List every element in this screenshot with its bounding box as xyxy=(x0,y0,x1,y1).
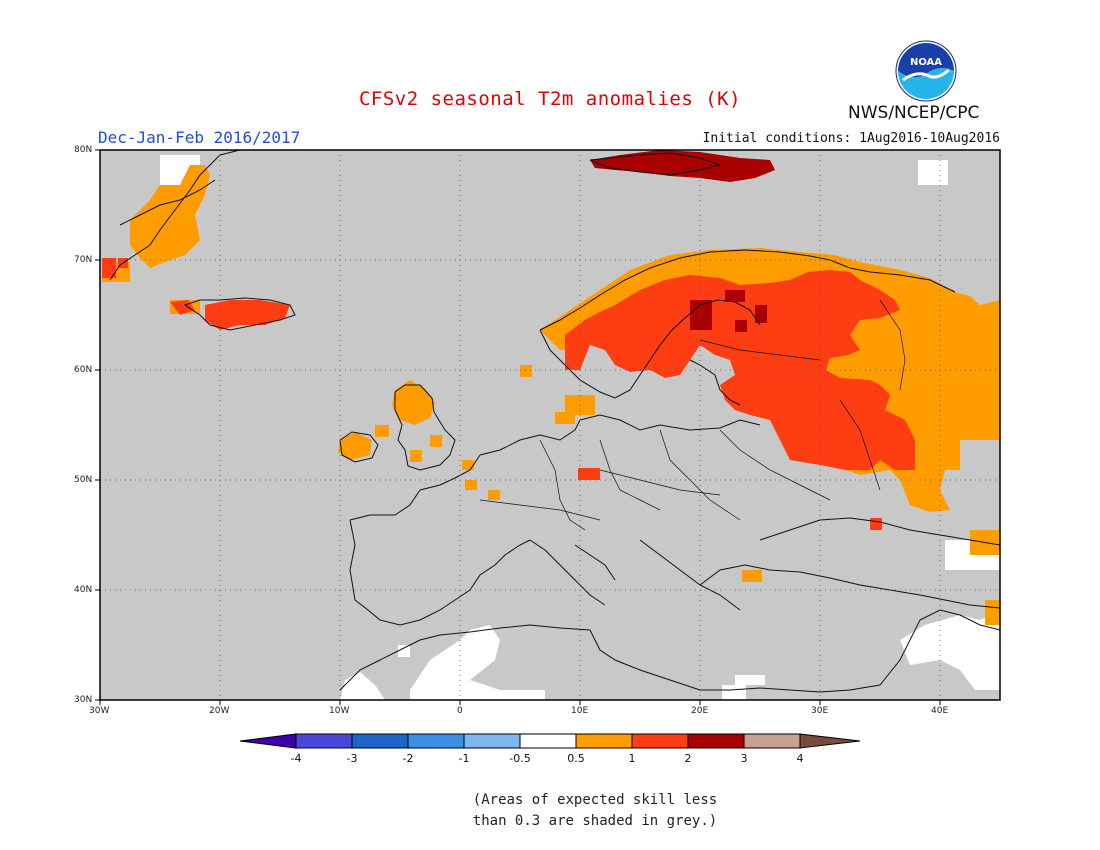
colorbar-bin xyxy=(464,734,520,748)
colorbar-bin xyxy=(352,734,408,748)
lat-tick-label: 30N xyxy=(74,695,92,705)
colorbar-label: -3 xyxy=(347,752,358,765)
lon-tick-label: 20W xyxy=(209,706,229,716)
colorbar xyxy=(240,734,860,748)
colorbar-label: 4 xyxy=(797,752,804,765)
colorbar-label: 3 xyxy=(741,752,748,765)
lon-tick-label: 30E xyxy=(811,706,828,716)
lon-tick-label: 40E xyxy=(931,706,948,716)
colorbar-bin xyxy=(632,734,688,748)
colorbar-bin xyxy=(296,734,352,748)
colorbar-bin xyxy=(744,734,800,748)
skill-footnote-line-2: than 0.3 are shaded in grey.) xyxy=(0,813,1100,829)
colorbar-label: -4 xyxy=(291,752,302,765)
colorbar-label: -2 xyxy=(403,752,414,765)
colorbar-bin xyxy=(520,734,576,748)
lat-tick-label: 70N xyxy=(74,255,92,265)
lon-tick-label: 0 xyxy=(457,706,463,716)
colorbar-label: -1 xyxy=(459,752,470,765)
lon-tick-label: 10W xyxy=(329,706,349,716)
lat-tick-label: 60N xyxy=(74,365,92,375)
colorbar-label: -0.5 xyxy=(509,752,530,765)
colorbar-label: 0.5 xyxy=(567,752,585,765)
colorbar-upper-arrow xyxy=(800,734,860,748)
lon-tick-label: 20E xyxy=(691,706,708,716)
lon-tick-label: 30W xyxy=(89,706,109,716)
colorbar-lower-arrow xyxy=(240,734,296,748)
colorbar-label: 1 xyxy=(629,752,636,765)
lon-tick-label: 10E xyxy=(571,706,588,716)
lat-tick-label: 80N xyxy=(74,145,92,155)
colorbar-bin xyxy=(688,734,744,748)
lat-tick-label: 50N xyxy=(74,475,92,485)
skill-footnote-line-1: (Areas of expected skill less xyxy=(0,792,1100,808)
colorbar-label: 2 xyxy=(685,752,692,765)
colorbar-bin xyxy=(576,734,632,748)
lat-tick-label: 40N xyxy=(74,585,92,595)
colorbar-bin xyxy=(408,734,464,748)
